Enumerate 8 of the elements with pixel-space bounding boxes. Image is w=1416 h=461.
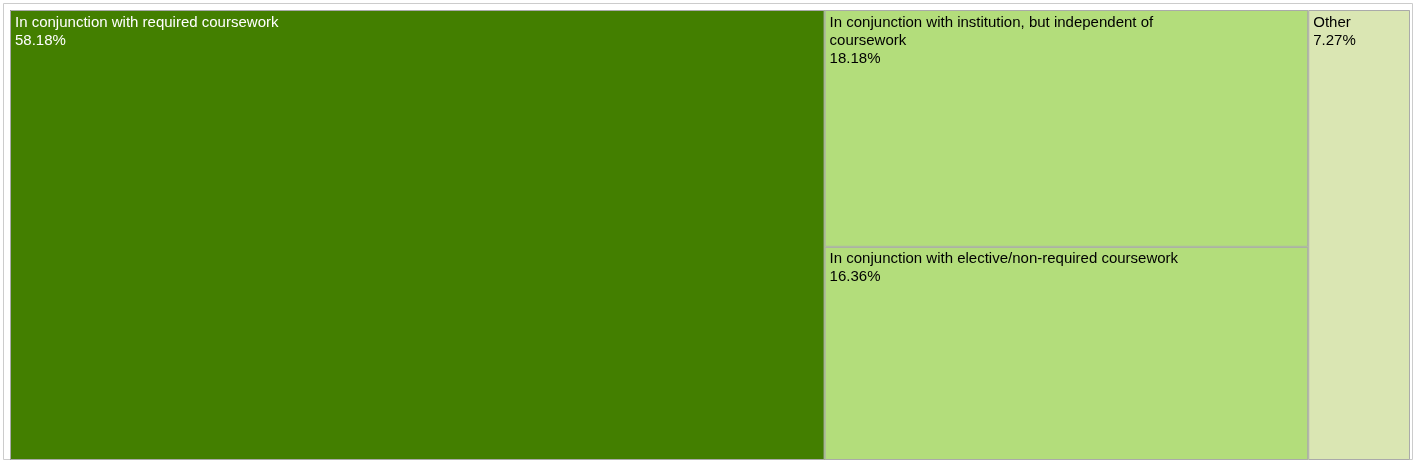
data-label: 7.27%	[1313, 30, 1356, 48]
data-label: 16.36%	[829, 267, 881, 285]
category-label: Other	[1313, 12, 1351, 30]
category-label: In conjunction with elective/non-required coursework	[829, 249, 1179, 267]
category-label: In conjunction with institution, but independent of coursework	[829, 12, 1154, 48]
category-label: In conjunction with required coursework	[15, 12, 279, 30]
data-label: 18.18%	[829, 48, 881, 66]
data-label: 58.18%	[15, 30, 66, 48]
